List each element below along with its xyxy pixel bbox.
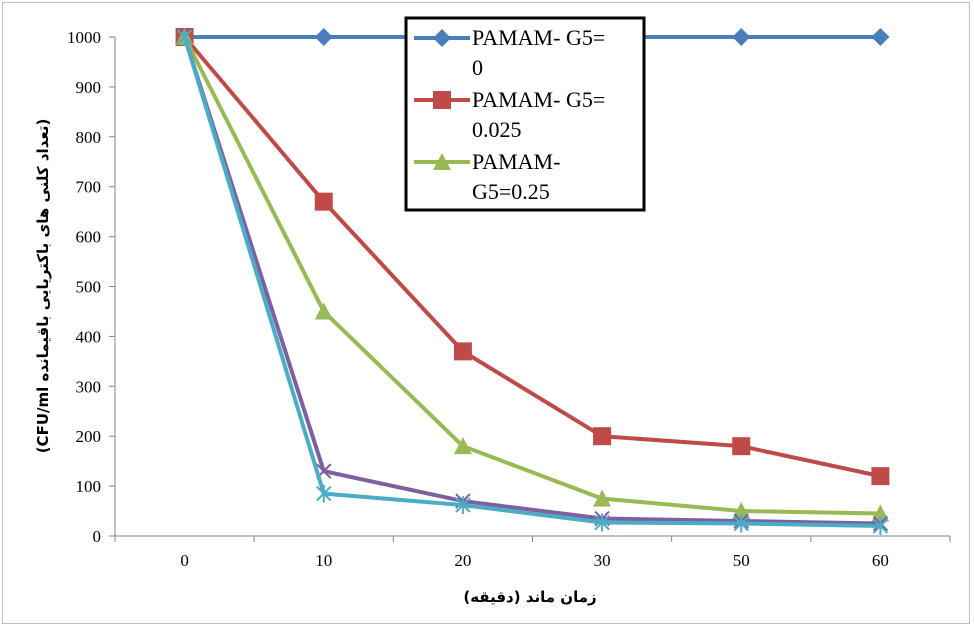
x-tick-label: 20 — [454, 551, 471, 570]
legend-label: G5=0.25 — [472, 179, 550, 204]
triangle-marker — [593, 489, 612, 507]
square-marker — [593, 427, 612, 446]
triangle-marker — [433, 153, 451, 170]
star-marker — [455, 496, 471, 515]
y-tick-label: 900 — [76, 78, 102, 97]
y-axis-title: (تعداد کلنی های باکتریایی باقیمانده CFU/… — [34, 119, 52, 454]
y-tick-label: 300 — [76, 377, 102, 396]
y-tick-label: 0 — [93, 527, 102, 546]
series-line — [182, 36, 881, 529]
series-5 — [176, 28, 889, 536]
legend-box — [404, 16, 646, 212]
star-marker — [316, 484, 332, 503]
x-tick-label: 60 — [872, 551, 889, 570]
square-marker — [314, 192, 333, 211]
legend: PAMAM- G5= 0 PAMAM- G5= 0.025 PAMAM- G5=0.25 — [404, 16, 646, 212]
legend-entry: PAMAM- G5= 0 — [414, 25, 605, 80]
star-marker — [594, 513, 610, 532]
legend-label: 0 — [472, 55, 483, 80]
x-tick-label: 50 — [733, 551, 750, 570]
x-tick-label: 0 — [180, 551, 189, 570]
legend-label: PAMAM- G5= — [472, 87, 605, 112]
star-marker — [733, 514, 749, 533]
x-axis-title: زمان ماند (دقیقه) — [463, 588, 596, 606]
legend-entry: PAMAM- G5= 0.025 — [414, 87, 605, 142]
square-marker — [871, 467, 890, 486]
star-marker — [872, 517, 889, 536]
legend-label: PAMAM- G5= — [472, 25, 605, 50]
star-marker — [176, 28, 193, 46]
triangle-marker — [732, 502, 751, 520]
diamond-marker — [314, 28, 333, 46]
y-tick-label: 700 — [76, 178, 102, 197]
square-marker — [453, 342, 472, 361]
y-tick-label: 100 — [76, 477, 102, 496]
triangle-marker — [453, 437, 472, 455]
y-tick-label: 1000 — [67, 28, 101, 47]
series-line — [182, 36, 881, 516]
diamond-marker — [433, 29, 451, 47]
diamond-marker — [871, 28, 890, 46]
x-tick-label: 30 — [594, 551, 611, 570]
y-tick-label: 800 — [76, 128, 102, 147]
square-marker — [433, 91, 451, 109]
y-tick-label: 500 — [76, 278, 102, 297]
x-tick-label: 10 — [315, 551, 332, 570]
y-tick-label: 200 — [76, 427, 102, 446]
triangle-marker — [871, 504, 890, 522]
diamond-marker — [732, 28, 751, 46]
square-marker — [732, 437, 751, 456]
triangle-marker — [314, 302, 333, 320]
series-line — [182, 36, 881, 526]
y-tick-label: 600 — [76, 228, 102, 247]
legend-label: 0.025 — [472, 117, 522, 142]
series-line — [183, 35, 881, 479]
y-tick-label: 400 — [76, 327, 102, 346]
legend-label: PAMAM- — [472, 149, 560, 174]
legend-entry: PAMAM- G5=0.25 — [414, 149, 560, 204]
